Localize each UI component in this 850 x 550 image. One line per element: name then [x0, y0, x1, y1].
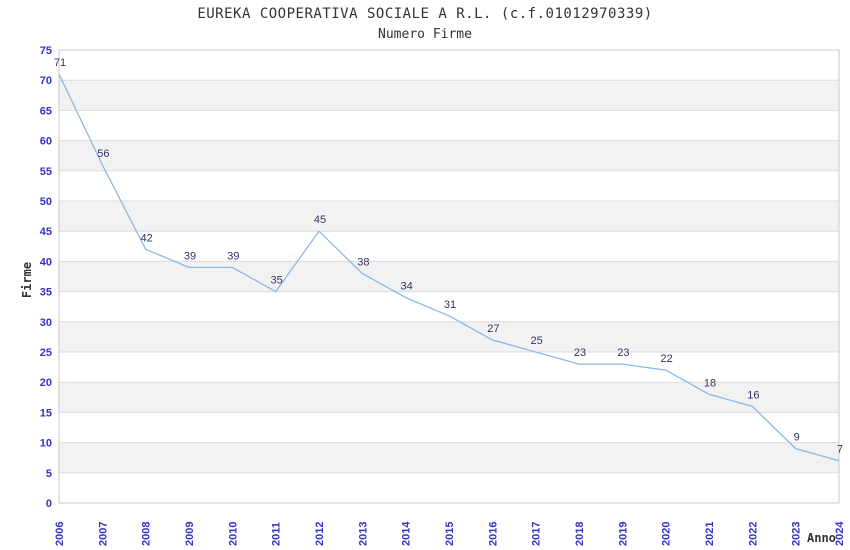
x-tick-label: 2014 — [401, 521, 413, 546]
x-tick-label: 2010 — [227, 522, 239, 546]
data-point-label: 39 — [184, 250, 196, 262]
data-point-label: 22 — [661, 353, 673, 365]
x-tick-label: 2016 — [487, 522, 499, 546]
data-point-label: 56 — [97, 148, 109, 160]
plot-band — [59, 80, 839, 111]
data-point-label: 27 — [487, 323, 499, 335]
x-axis-title: Anno — [807, 531, 836, 545]
x-tick-label: 2017 — [531, 522, 543, 546]
y-tick-label: 70 — [40, 75, 52, 87]
y-tick-label: 65 — [40, 105, 52, 117]
y-tick-label: 25 — [40, 347, 52, 359]
data-point-label: 35 — [271, 275, 283, 287]
x-tick-label: 2011 — [271, 522, 283, 546]
y-tick-label: 5 — [46, 468, 52, 480]
y-tick-label: 50 — [40, 196, 52, 208]
plot-band — [59, 140, 839, 171]
x-tick-label: 2022 — [747, 522, 759, 546]
x-tick-label: 2012 — [314, 522, 326, 546]
y-tick-label: 75 — [40, 45, 52, 57]
x-tick-label: 2024 — [834, 521, 846, 546]
x-tick-label: 2013 — [357, 522, 369, 546]
data-point-label: 45 — [314, 214, 326, 226]
x-tick-label: 2023 — [791, 522, 803, 546]
x-tick-label: 2015 — [444, 522, 456, 546]
data-point-label: 9 — [794, 432, 800, 444]
y-tick-label: 10 — [40, 438, 52, 450]
data-point-label: 7 — [837, 444, 843, 456]
data-point-label: 18 — [704, 377, 716, 389]
data-point-label: 39 — [227, 250, 239, 262]
plot-band — [59, 201, 839, 232]
data-point-label: 23 — [617, 347, 629, 359]
data-point-label: 38 — [357, 256, 369, 268]
data-point-label: 25 — [531, 335, 543, 347]
data-point-label: 23 — [574, 347, 586, 359]
x-tick-label: 2019 — [617, 522, 629, 546]
data-point-label: 71 — [54, 57, 66, 69]
y-tick-label: 40 — [40, 256, 52, 268]
x-tick-label: 2007 — [97, 522, 109, 546]
x-tick-label: 2020 — [661, 522, 673, 546]
data-point-label: 42 — [141, 232, 153, 244]
y-tick-label: 35 — [40, 287, 52, 299]
x-tick-label: 2009 — [184, 522, 196, 546]
y-tick-label: 60 — [40, 136, 52, 148]
series-line — [58, 73, 840, 462]
x-tick-label: 2008 — [141, 522, 153, 546]
y-tick-label: 0 — [46, 498, 52, 510]
y-tick-label: 30 — [40, 317, 52, 329]
plot-band — [59, 442, 839, 473]
x-tick-label: 2018 — [574, 522, 586, 546]
x-tick-label: 2021 — [704, 522, 716, 546]
y-tick-label: 45 — [40, 226, 52, 238]
plot-band — [59, 261, 839, 292]
x-tick-label: 2006 — [54, 522, 66, 546]
chart-subtitle: Numero Firme — [378, 27, 472, 42]
data-point-label: 34 — [401, 281, 413, 293]
plot-border — [58, 49, 840, 504]
data-point-label: 16 — [747, 389, 759, 401]
plot-band — [59, 382, 839, 413]
plot-band — [59, 321, 839, 352]
y-tick-label: 55 — [40, 166, 52, 178]
data-point-label: 31 — [444, 299, 456, 311]
y-tick-label: 15 — [40, 407, 52, 419]
y-tick-label: 20 — [40, 377, 52, 389]
chart-title: EUREKA COOPERATIVA SOCIALE A R.L. (c.f.0… — [197, 6, 653, 22]
